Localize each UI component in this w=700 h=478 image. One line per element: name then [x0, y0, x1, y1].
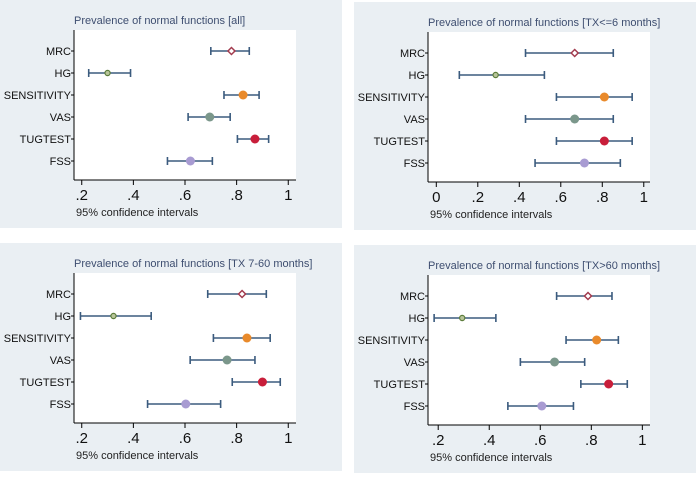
plot-area — [428, 275, 650, 425]
point-mrc — [237, 289, 247, 299]
x-tick-label: .2 — [75, 187, 88, 204]
point-tugtest — [250, 134, 260, 144]
point-sensitivity — [592, 335, 602, 345]
x-tick-label: .2 — [432, 432, 445, 449]
x-tick-label: .6 — [555, 189, 568, 206]
point-fss — [579, 158, 589, 168]
category-label: SENSITIVITY — [4, 333, 72, 345]
category-label: TUGTEST — [20, 377, 72, 389]
point-fss — [181, 399, 191, 409]
point-tugtest — [599, 136, 609, 146]
x-tick-label: .4 — [513, 189, 526, 206]
category-label: HG — [409, 70, 426, 82]
x-tick-label: .4 — [483, 432, 496, 449]
category-label: HG — [55, 311, 72, 323]
point-vas — [570, 114, 580, 124]
x-tick-label: 1 — [638, 432, 646, 449]
panel-all: Prevalence of normal functions [all] .2 .4… — [0, 0, 342, 228]
x-axis-label: 95% confidence intervals — [76, 207, 199, 219]
x-axis-label: 95% confidence intervals — [430, 452, 553, 464]
point-hg — [492, 71, 499, 79]
chart-tx-le-6: Prevalence of normal functions [TX<=6 mo… — [358, 17, 661, 221]
x-axis-label: 95% confidence intervals — [430, 209, 553, 221]
category-label: FSS — [404, 401, 425, 413]
x-tick-label: .6 — [179, 430, 192, 447]
chart-title: Prevalence of normal functions [TX<=6 mo… — [428, 17, 660, 29]
x-tick-label: 1 — [284, 430, 292, 447]
x-tick-label: .6 — [534, 432, 547, 449]
point-hg — [110, 312, 117, 320]
point-sensitivity — [599, 92, 609, 102]
category-label: VAS — [50, 112, 71, 124]
category-label: TUGTEST — [374, 379, 426, 391]
x-tick-label: .8 — [230, 430, 243, 447]
point-sensitivity — [238, 90, 248, 100]
point-fss — [537, 401, 547, 411]
x-tick-label: .8 — [596, 189, 609, 206]
category-label: MRC — [400, 291, 425, 303]
point-mrc — [583, 291, 593, 301]
category-label: VAS — [50, 355, 71, 367]
category-label: SENSITIVITY — [358, 335, 426, 347]
x-tick-label: .6 — [179, 187, 192, 204]
x-tick-label: 0 — [432, 189, 440, 206]
plot-area — [74, 273, 296, 423]
point-vas — [205, 112, 215, 122]
category-label: VAS — [404, 357, 425, 369]
category-label: TUGTEST — [20, 134, 72, 146]
x-tick-label: .2 — [472, 189, 485, 206]
x-tick-label: .8 — [585, 432, 598, 449]
chart-title: Prevalence of normal functions [all] — [74, 15, 245, 27]
category-label: FSS — [404, 158, 425, 170]
point-mrc — [226, 46, 237, 56]
point-hg — [458, 314, 466, 322]
category-label: FSS — [50, 399, 71, 411]
x-axis-label: 95% confidence intervals — [76, 450, 199, 462]
category-label: VAS — [404, 114, 425, 126]
point-vas — [222, 355, 232, 365]
chart-tx-7-60: Prevalence of normal functions [TX 7-60 … — [4, 258, 313, 462]
point-sensitivity — [242, 333, 252, 343]
x-tick-label: .2 — [75, 430, 88, 447]
chart-tx-gt-60: Prevalence of normal functions [TX>60 mo… — [358, 260, 660, 464]
plot-area — [428, 32, 650, 182]
category-label: SENSITIVITY — [358, 92, 426, 104]
point-hg — [104, 69, 111, 77]
point-vas — [550, 357, 560, 367]
plot-area — [74, 30, 296, 180]
panel-tx-le-6: Prevalence of normal functions [TX<=6 mo… — [354, 2, 696, 230]
category-label: SENSITIVITY — [4, 90, 72, 102]
category-label: MRC — [46, 289, 71, 301]
chart-title: Prevalence of normal functions [TX>60 mo… — [428, 260, 660, 272]
x-tick-label: .4 — [127, 187, 140, 204]
category-label: MRC — [400, 48, 425, 60]
point-tugtest — [604, 379, 614, 389]
x-tick-label: .8 — [230, 187, 243, 204]
x-tick-label: .4 — [127, 430, 140, 447]
category-label: TUGTEST — [374, 136, 426, 148]
point-fss — [185, 156, 195, 166]
x-tick-label: 1 — [640, 189, 648, 206]
point-mrc — [570, 48, 580, 58]
x-tick-label: 1 — [284, 187, 292, 204]
category-label: HG — [409, 313, 426, 325]
chart-title: Prevalence of normal functions [TX 7-60 … — [74, 258, 312, 270]
point-tugtest — [257, 377, 267, 387]
chart-all: Prevalence of normal functions [all] .2 .4… — [4, 15, 296, 219]
category-label: FSS — [50, 156, 71, 168]
panel-tx-7-60: Prevalence of normal functions [TX 7-60 … — [0, 243, 342, 471]
category-label: MRC — [46, 46, 71, 58]
category-label: HG — [55, 68, 72, 80]
panel-tx-gt-60: Prevalence of normal functions [TX>60 mo… — [354, 245, 696, 473]
